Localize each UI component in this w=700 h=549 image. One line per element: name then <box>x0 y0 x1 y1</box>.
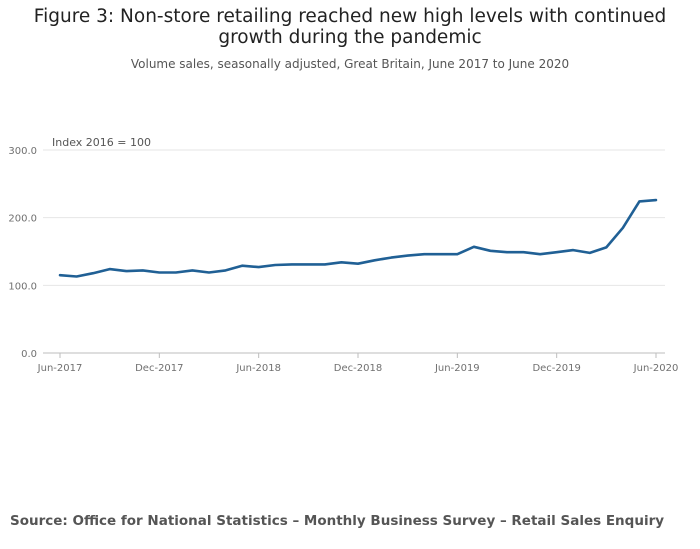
x-tick-label: Dec-2019 <box>532 363 580 374</box>
x-tick-label: Dec-2018 <box>334 363 382 374</box>
chart-subtitle: Volume sales, seasonally adjusted, Great… <box>130 57 570 71</box>
chart-title-line-2: growth during the pandemic <box>218 27 482 48</box>
y-tick-label: 300.0 <box>8 146 37 157</box>
y-tick-label: 100.0 <box>8 281 37 292</box>
x-tick-label: Dec-2017 <box>135 363 183 374</box>
series-line <box>58 198 658 278</box>
x-tick-label: Jun-2020 <box>633 363 679 374</box>
y-axis-label: Index 2016 = 100 <box>52 136 151 149</box>
y-tick-label: 200.0 <box>8 214 37 225</box>
x-tick-label: Jun-2017 <box>37 363 83 374</box>
x-tick-label: Jun-2019 <box>434 363 480 374</box>
x-tick-label: Jun-2018 <box>235 363 281 374</box>
y-tick-label: 0.0 <box>21 349 37 360</box>
source-note: Source: Office for National Statistics –… <box>10 513 665 529</box>
chart-title: Figure 3: Non-store retailing reached ne… <box>0 6 700 48</box>
chart-title-line-1: Figure 3: Non-store retailing reached ne… <box>33 6 667 27</box>
